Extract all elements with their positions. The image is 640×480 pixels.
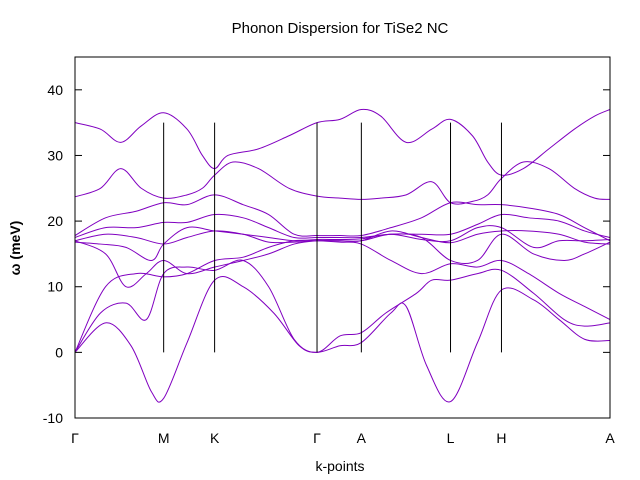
phonon-branch-7 (74, 213, 611, 239)
x-tick-label: M (158, 430, 170, 446)
y-tick-label: 30 (47, 147, 63, 163)
x-tick-label: A (357, 430, 367, 446)
phonon-branch-6 (74, 230, 611, 245)
x-axis-label: k-points (315, 458, 364, 474)
plot-frame (74, 56, 611, 419)
phonon-branch-2 (74, 259, 611, 353)
phonon-branch-1 (74, 275, 611, 403)
y-tick-label: 20 (47, 213, 63, 229)
y-tick-label: 40 (47, 82, 63, 98)
x-tick-label: L (447, 430, 455, 446)
y-axis-label: ω (meV) (7, 221, 23, 276)
phonon-branch-8 (74, 194, 611, 242)
axis-ticks: -10 0 10 20 30 40 Γ M K Γ A L H A (43, 82, 616, 446)
chart-title: Phonon Dispersion for TiSe2 NC (232, 20, 449, 37)
y-tick-label: 10 (47, 279, 63, 295)
phonon-branch-9 (74, 161, 611, 205)
phonon-bands (74, 108, 611, 403)
high-symmetry-lines (163, 122, 502, 353)
x-tick-label: H (496, 430, 506, 446)
phonon-branch-3 (74, 239, 611, 353)
phonon-branch-5 (74, 225, 611, 261)
x-tick-label: Γ (71, 430, 79, 446)
phonon-branch-10 (74, 108, 611, 176)
y-tick-label: -10 (43, 410, 63, 426)
y-tick-label: 0 (55, 344, 63, 360)
x-tick-label: A (605, 430, 615, 446)
x-tick-label: K (210, 430, 220, 446)
x-tick-label: Γ (313, 430, 321, 446)
